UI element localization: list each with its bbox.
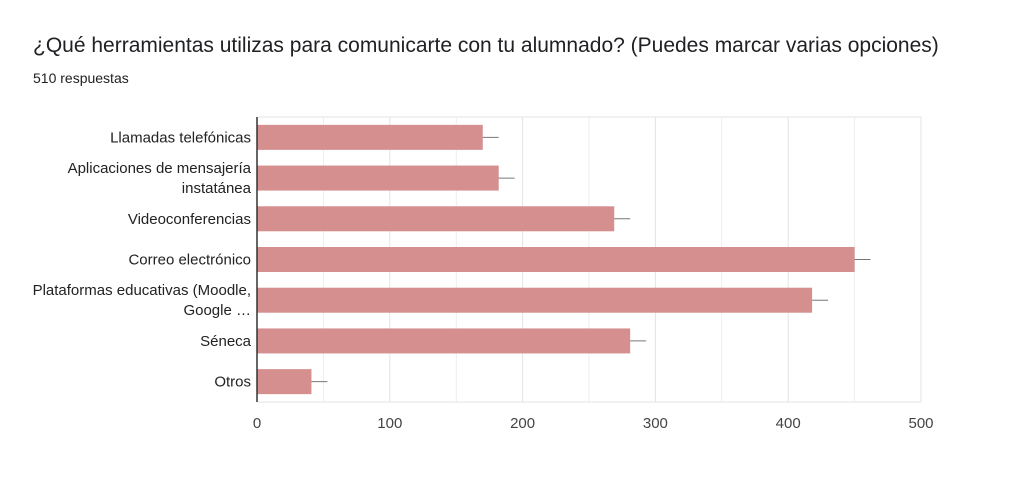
category-label-6: Otros [214, 374, 251, 391]
category-label-line: Correo electrónico [128, 252, 251, 269]
x-tick-label-1: 100 [377, 415, 402, 432]
x-tick-label-3: 300 [643, 415, 668, 432]
bar-3 [257, 247, 855, 272]
category-label-1: Aplicaciones de mensajería instatánea [68, 160, 252, 197]
category-label-line: Otros [214, 374, 251, 391]
bar-6 [257, 369, 312, 395]
category-label-3: Correo electrónico [128, 252, 251, 269]
bar-0 [257, 124, 483, 150]
response-count: 510 respuestas [33, 70, 129, 86]
x-tick-label-4: 400 [776, 415, 801, 432]
bar-1 [257, 165, 499, 191]
category-label-line: Llamadas telefónicas [110, 129, 251, 146]
category-label-line: Aplicaciones de mensajería [68, 160, 252, 177]
category-label-5: Séneca [200, 333, 252, 350]
chart-title: ¿Qué herramientas utilizas para comunica… [33, 34, 939, 57]
category-label-line: Plataformas educativas (Moodle, [33, 282, 251, 299]
category-label-0: Llamadas telefónicas [110, 129, 251, 146]
category-label-line: Google … [183, 302, 251, 319]
bar-2 [257, 206, 615, 232]
x-tick-label-2: 200 [510, 415, 535, 432]
category-label-line: Séneca [200, 333, 252, 350]
category-label-2: Videoconferencias [128, 211, 251, 228]
category-label-line: instatánea [182, 180, 252, 197]
bar-5 [257, 328, 631, 354]
category-label-line: Videoconferencias [128, 211, 251, 228]
x-tick-label-0: 0 [253, 415, 261, 432]
bar-4 [257, 287, 813, 313]
x-tick-label-5: 500 [908, 415, 933, 432]
category-label-4: Plataformas educativas (Moodle, Google … [33, 282, 251, 319]
